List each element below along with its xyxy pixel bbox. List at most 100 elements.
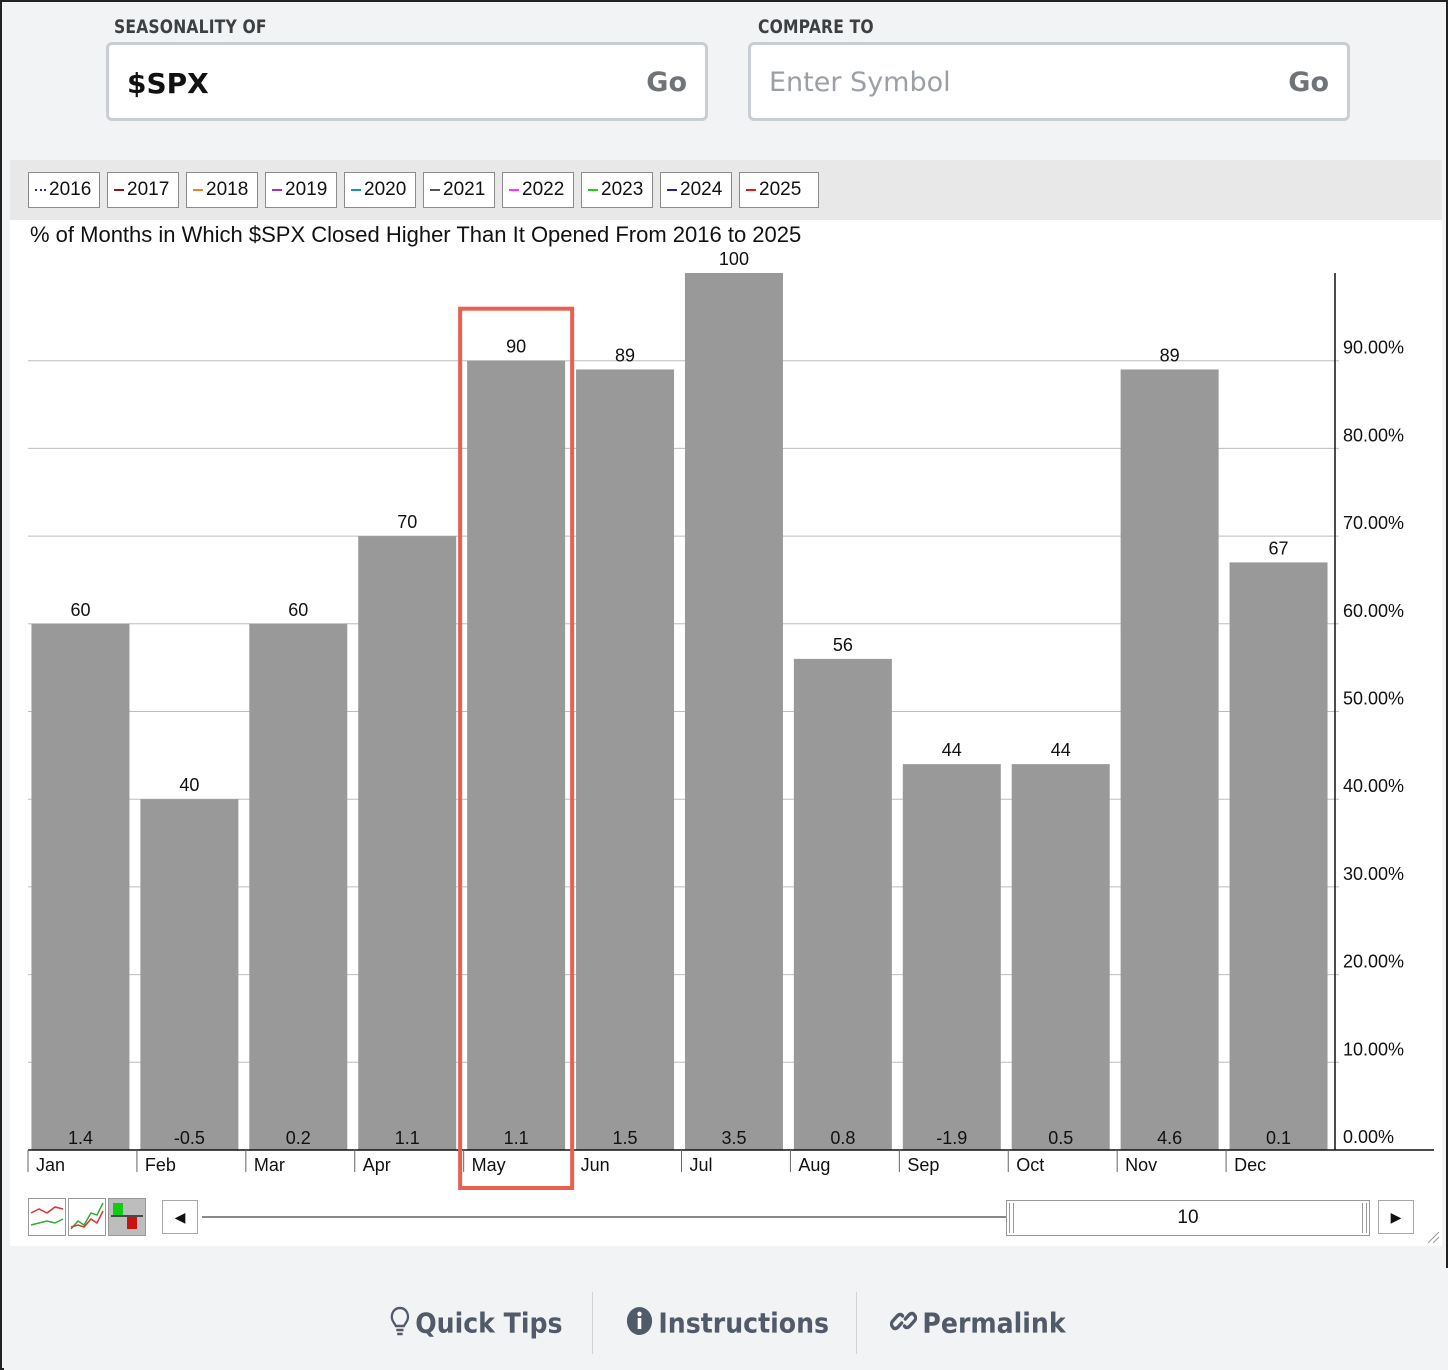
- legend-label: 2019: [285, 179, 328, 200]
- legend-item-2025[interactable]: 2025: [739, 172, 819, 208]
- bar-Feb: [140, 799, 239, 1150]
- seasonality-symbol-input[interactable]: $SPX Go: [106, 42, 708, 121]
- bar-Aug: [793, 658, 892, 1150]
- legend-item-2016[interactable]: 2016: [28, 172, 100, 208]
- y-tick-label: 30.00%: [1343, 864, 1404, 884]
- bar-average-label: 0.2: [286, 1128, 311, 1148]
- highlight-box: [458, 306, 575, 1190]
- bar-average-label: 1.5: [613, 1128, 638, 1148]
- bar-value-label: 44: [942, 740, 962, 760]
- bar-average-label: 3.5: [721, 1128, 746, 1148]
- footer-divider: [592, 1292, 593, 1354]
- legend-label: 2023: [601, 179, 644, 200]
- y-tick-label: 20.00%: [1343, 952, 1404, 972]
- bar-value-label: 89: [615, 345, 635, 365]
- bar-chart-view-icon[interactable]: [108, 1198, 146, 1236]
- line-chart-view-icon[interactable]: [28, 1198, 66, 1236]
- y-tick-label: 0.00%: [1343, 1127, 1394, 1147]
- legend-swatch: [114, 188, 124, 191]
- legend-item-2020[interactable]: 2020: [344, 172, 416, 208]
- legend-swatch: [588, 188, 598, 191]
- seasonality-symbol-value[interactable]: $SPX: [127, 67, 209, 100]
- bar-Dec: [1229, 562, 1328, 1150]
- chart-panel: 2016 2017 2018 2019 2020 2021 2022 2023 2024 2025…: [10, 160, 1442, 1246]
- scroll-left-button[interactable]: ◀: [162, 1200, 198, 1234]
- bar-value-label: 56: [833, 635, 853, 655]
- legend: 2016 2017 2018 2019 2020 2021 2022 2023 2024 2025: [10, 160, 1442, 220]
- legend-item-2021[interactable]: 2021: [423, 172, 495, 208]
- legend-swatch: [746, 188, 756, 191]
- legend-label: 2025: [759, 179, 802, 200]
- quick-tips-link[interactable]: Quick Tips: [390, 1306, 563, 1343]
- legend-label: 2016: [49, 179, 92, 200]
- compare-symbol-placeholder[interactable]: Enter Symbol: [769, 67, 951, 98]
- bar-Jan: [31, 623, 130, 1150]
- legend-label: 2022: [522, 179, 565, 200]
- bar-average-label: -1.9: [936, 1128, 967, 1148]
- bar-value-label: 100: [719, 249, 749, 269]
- legend-label: 2020: [364, 179, 407, 200]
- bar-Apr: [358, 536, 457, 1150]
- bar-average-label: 4.6: [1157, 1128, 1182, 1148]
- compare-go-button[interactable]: Go: [1288, 67, 1329, 98]
- scroll-right-button[interactable]: ▶: [1378, 1200, 1414, 1234]
- seasonality-bar-chart: 0.00% 10.00% 20.00% 30.00% 40.00% 50.00% 60.00…: [27, 249, 1434, 1190]
- period-slider-track[interactable]: [202, 1216, 1010, 1218]
- compare-symbol-input[interactable]: Enter Symbol Go: [748, 42, 1350, 121]
- permalink-link[interactable]: Permalink: [889, 1306, 1066, 1343]
- x-tick-label: Feb: [145, 1155, 176, 1175]
- performance-chart-view-icon[interactable]: [68, 1198, 106, 1236]
- legend-swatch: [509, 188, 519, 191]
- x-tick-label: Aug: [798, 1155, 830, 1175]
- instructions-label[interactable]: Instructions: [658, 1306, 830, 1340]
- bar-value-label: 40: [179, 775, 199, 795]
- footer-divider: [856, 1292, 857, 1354]
- bar-Sep: [902, 764, 1001, 1150]
- x-tick-label: Mar: [254, 1155, 285, 1175]
- period-value: 10: [1177, 1207, 1199, 1228]
- seasonality-label: SEASONALITY OF: [114, 16, 267, 38]
- bar-value-label: 67: [1269, 538, 1289, 558]
- slider-right-grip[interactable]: [1362, 1203, 1367, 1233]
- legend-item-2018[interactable]: 2018: [186, 172, 258, 208]
- legend-swatch: [193, 188, 203, 191]
- x-tick-label: May: [472, 1155, 506, 1175]
- bar-Oct: [1011, 764, 1110, 1150]
- bar-average-label: 1.4: [68, 1128, 93, 1148]
- legend-label: 2021: [443, 179, 486, 200]
- bar-average-label: 0.8: [830, 1128, 855, 1148]
- seasonality-go-button[interactable]: Go: [646, 67, 687, 98]
- legend-swatch: [430, 188, 440, 191]
- x-tick-label: Dec: [1234, 1155, 1266, 1175]
- legend-item-2024[interactable]: 2024: [660, 172, 732, 208]
- legend-label: 2024: [680, 179, 723, 200]
- legend-item-2023[interactable]: 2023: [581, 172, 653, 208]
- resize-grip-icon[interactable]: [1426, 1230, 1440, 1244]
- instructions-link[interactable]: Instructions: [626, 1306, 829, 1343]
- legend-item-2017[interactable]: 2017: [107, 172, 179, 208]
- legend-swatch: [667, 188, 677, 191]
- permalink-label[interactable]: Permalink: [922, 1306, 1066, 1340]
- x-tick-label: Apr: [363, 1155, 391, 1175]
- bar-value-label: 60: [70, 600, 90, 620]
- bar-Mar: [249, 623, 348, 1150]
- bar-average-label: 0.1: [1266, 1128, 1291, 1148]
- legend-item-2019[interactable]: 2019: [265, 172, 337, 208]
- legend-swatch: [35, 188, 46, 191]
- period-slider-thumb[interactable]: 10: [1006, 1200, 1370, 1236]
- y-tick-label: 50.00%: [1343, 689, 1404, 709]
- legend-item-2022[interactable]: 2022: [502, 172, 574, 208]
- bar-Nov: [1120, 369, 1219, 1151]
- bar-average-label: 0.5: [1048, 1128, 1073, 1148]
- bar-value-label: 44: [1051, 740, 1071, 760]
- legend-swatch: [272, 188, 282, 191]
- bar-average-label: 1.1: [504, 1128, 529, 1148]
- bar-value-label: 90: [506, 337, 526, 357]
- x-tick-label: Oct: [1016, 1155, 1044, 1175]
- bar-May: [467, 360, 566, 1150]
- bar-value-label: 60: [288, 600, 308, 620]
- slider-left-grip[interactable]: [1009, 1203, 1014, 1233]
- quick-tips-label[interactable]: Quick Tips: [415, 1306, 563, 1340]
- y-tick-label: 90.00%: [1343, 338, 1404, 358]
